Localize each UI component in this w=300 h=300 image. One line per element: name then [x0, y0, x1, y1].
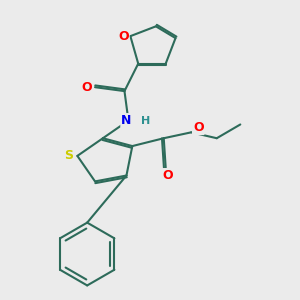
Text: O: O [82, 81, 92, 94]
Text: H: H [141, 116, 151, 126]
Text: O: O [193, 121, 204, 134]
Text: N: N [121, 114, 132, 127]
Text: O: O [118, 30, 129, 43]
Text: S: S [64, 149, 73, 162]
Text: O: O [162, 169, 173, 182]
